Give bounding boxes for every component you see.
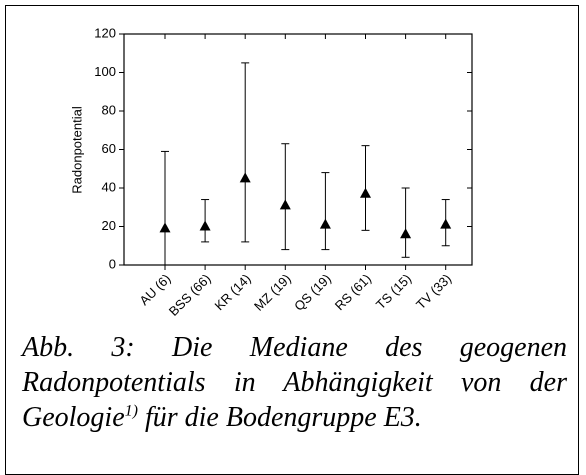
y-tick-label: 80 [102,102,116,117]
x-tick-label: AU (6) [136,271,173,308]
median-marker [199,220,211,231]
x-tick-label: TS (15) [373,271,414,312]
median-marker [279,199,291,210]
y-tick-label: 0 [109,256,116,271]
caption-end: für die Bodengruppe E3. [137,402,422,433]
y-tick-label: 60 [102,141,116,156]
median-marker [159,222,171,233]
median-marker [440,218,452,229]
x-tick-label: RS (61) [332,271,374,313]
y-tick-label: 40 [102,179,116,194]
y-axis-label: Radonpotential [69,106,84,194]
median-marker [239,172,251,183]
median-marker [360,187,371,198]
x-tick-label: QS (19) [291,271,334,314]
y-tick-label: 100 [94,64,116,79]
y-tick-label: 120 [94,25,116,40]
chart: Radonpotential 0 20 40 60 80 100 120 AU (6)BSS … [69,25,473,319]
median-marker [400,228,412,239]
x-tick-label: BSS (66) [166,271,214,319]
median-marker [319,218,331,229]
caption: Abb. 3: Die Mediane des geogenen Radonpo… [22,330,567,435]
caption-text: Abb. 3: Die Mediane des geogenen Radonpo… [22,332,567,433]
x-tick-label: MZ (19) [251,271,294,314]
y-tick-label: 20 [102,218,116,233]
x-tick-label: TV (33) [413,271,454,312]
plot-frame [123,33,473,266]
x-tick-label: KR (14) [211,271,253,313]
caption-sup: 1) [124,402,138,420]
